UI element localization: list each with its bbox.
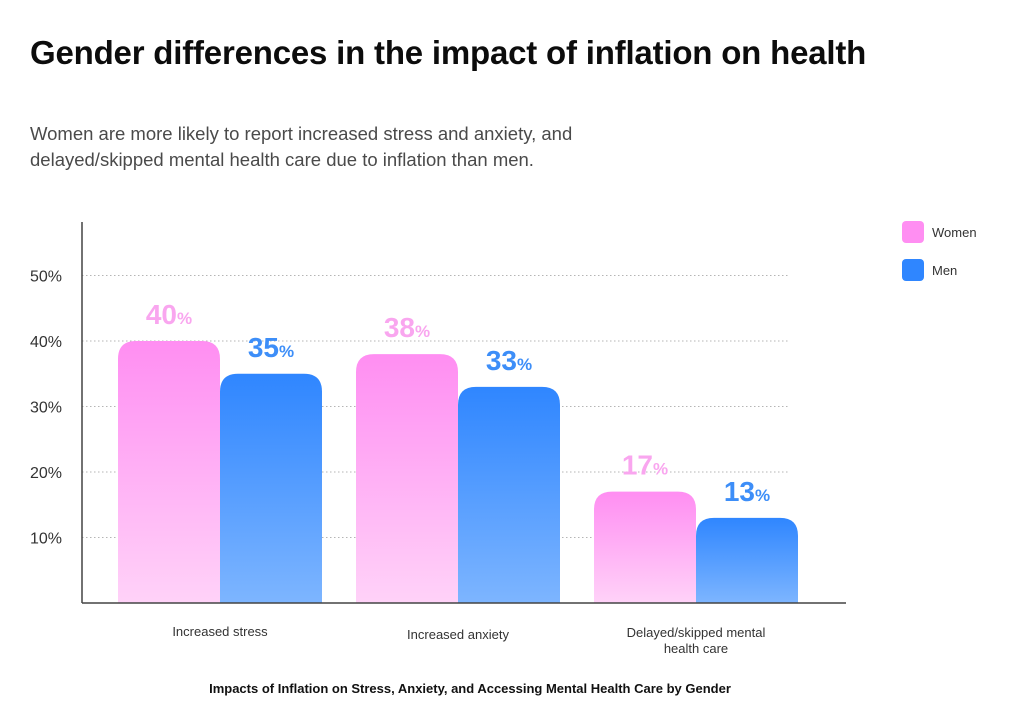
legend-swatch-women (902, 221, 924, 243)
data-label-women-3: 17% (622, 450, 668, 481)
x-category-label-3: Delayed/skipped mental health care (627, 625, 766, 656)
bar-women-3 (594, 491, 696, 603)
x-category-label-2: Increased anxiety (407, 627, 509, 642)
data-label-women-1: 40% (146, 299, 192, 330)
chart-subtitle: Women are more likely to report increase… (30, 123, 573, 170)
bar-men-2 (458, 386, 560, 603)
data-label-men-2: 33% (486, 345, 532, 376)
bar-men-3 (696, 517, 798, 603)
legend-item-men: Men (902, 258, 977, 282)
y-tick-label-40: 40% (30, 334, 62, 351)
legend-label-men: Men (932, 262, 958, 278)
legend-item-women: Women (902, 220, 977, 244)
data-label-women-2: 38% (384, 312, 430, 343)
legend: Women Men (902, 220, 977, 296)
y-tick-label-20: 20% (30, 465, 62, 482)
legend-swatch-men (902, 259, 924, 281)
chart-title: Gender differences in the impact of infl… (30, 34, 867, 71)
bar-women-2 (356, 354, 458, 603)
bar-men-1 (220, 373, 322, 603)
y-tick-label-30: 30% (30, 400, 62, 417)
data-label-men-1: 35% (248, 332, 294, 363)
chart-caption: Impacts of Inflation on Stress, Anxiety,… (209, 681, 731, 696)
y-tick-label-50: 50% (30, 269, 62, 286)
x-category-label-1: Increased stress (172, 624, 268, 639)
legend-label-women: Women (932, 224, 977, 240)
bar-women-1 (118, 341, 220, 603)
data-label-men-3: 13% (724, 476, 770, 507)
y-tick-label-10: 10% (30, 531, 62, 548)
